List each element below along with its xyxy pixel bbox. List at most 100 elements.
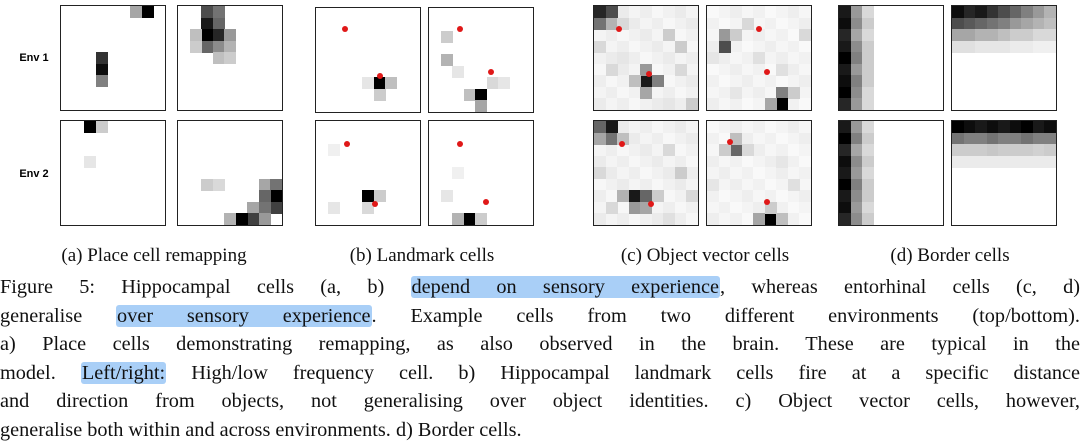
ratemap-cell [850, 155, 863, 168]
ratemap-bg-cell [617, 29, 630, 42]
ratemap-cell [839, 17, 852, 30]
ratemap-cell [975, 17, 988, 30]
ratemap-cell [674, 40, 687, 53]
ratemap-border-env2-top [951, 120, 1057, 226]
ratemap-cell [850, 178, 863, 191]
ratemap-cell [440, 31, 453, 44]
ratemap-bg-cell [787, 167, 800, 180]
object-marker [372, 201, 379, 208]
ratemap-cell [674, 167, 687, 180]
ratemap-bg-cell [730, 40, 743, 53]
ratemap-cell [963, 132, 976, 145]
ratemap-bg-cell [686, 178, 698, 191]
ratemap-cell [839, 155, 852, 168]
ratemap-bg-cell [799, 178, 811, 191]
highlighted-phrase: Left/right: [80, 361, 167, 384]
ratemap-cell [1009, 155, 1022, 168]
ratemap-cell [850, 213, 863, 225]
caption-line: model. Left/right: High/low frequency ce… [0, 359, 1080, 388]
ratemap-cell [373, 88, 386, 101]
ratemap-cell [952, 121, 965, 134]
caption-text: , whereas entorhinal cells (c, d) [720, 276, 1080, 298]
ratemap-bg-cell [674, 98, 687, 110]
ratemap-cell [1021, 155, 1034, 168]
ratemap-bg-cell [617, 75, 630, 88]
ratemap-bg-cell [674, 6, 687, 19]
ratemap-cell [270, 190, 282, 203]
ratemap-bg-cell [605, 213, 618, 225]
ratemap-cell [787, 86, 800, 99]
ratemap-bg-cell [730, 63, 743, 76]
ratemap-bg-cell [764, 121, 777, 134]
ratemap-cell [839, 29, 852, 42]
ratemap-cell [1009, 6, 1022, 19]
ratemap-bg-cell [718, 167, 731, 180]
ratemap-bg-cell [787, 40, 800, 53]
ratemap-bg-cell [764, 155, 777, 168]
caption-line: Figure 5: Hippocampal cells (a, b) depen… [0, 273, 1080, 302]
ratemap-cell [776, 63, 789, 76]
ratemap-bg-cell [628, 98, 641, 110]
ratemap-cell [475, 88, 488, 101]
ratemap-cell [787, 178, 800, 191]
ratemap-cell [385, 77, 398, 90]
ratemap-bg-cell [651, 144, 664, 157]
ratemap-cell [189, 40, 202, 53]
ratemap-bg-cell [617, 6, 630, 19]
ratemap-bg-cell [741, 29, 754, 42]
ratemap-bg-cell [741, 98, 754, 110]
ratemap-bg-cell [764, 75, 777, 88]
ratemap-cell [594, 121, 607, 134]
ratemap-cell [640, 190, 653, 203]
ratemap-bg-cell [605, 155, 618, 168]
ratemap-bg-cell [663, 190, 676, 203]
ratemap-bg-cell [605, 29, 618, 42]
ratemap-cell [373, 190, 386, 203]
ratemap-bg-cell [640, 52, 653, 65]
ratemap-cell [850, 17, 863, 30]
ratemap-bg-cell [651, 29, 664, 42]
ratemap-bg-cell [651, 132, 664, 145]
ratemap-cell [741, 144, 754, 157]
ratemap-cell [686, 190, 698, 203]
ratemap-cell [201, 40, 214, 53]
ratemap-cell [986, 121, 999, 134]
ratemap-cell [730, 132, 743, 145]
ratemap-bg-cell [663, 155, 676, 168]
ratemap-bg-cell [741, 52, 754, 65]
ratemap-cell [850, 75, 863, 88]
ratemap-bg-cell [640, 98, 653, 110]
ratemap-bg-cell [799, 17, 811, 30]
ratemap-bg-cell [594, 86, 607, 99]
ratemap-cell [850, 201, 863, 214]
ratemap-bg-cell [799, 40, 811, 53]
ratemap-bg-cell [640, 132, 653, 145]
ratemap-cell [707, 178, 720, 191]
ratemap-cell [799, 29, 811, 42]
ratemap-bg-cell [640, 144, 653, 157]
ratemap-cell [247, 201, 260, 214]
ratemap-cell [605, 63, 618, 76]
ratemap-cell [986, 132, 999, 145]
ratemap-bg-cell [799, 190, 811, 203]
ratemap-bg-cell [707, 17, 720, 30]
ratemap-bg-cell [617, 167, 630, 180]
ratemap-bg-cell [718, 190, 731, 203]
object-marker [648, 201, 655, 208]
ratemap-bg-cell [741, 132, 754, 145]
subcaption-landmark: (b) Landmark cells [349, 245, 495, 266]
ratemap-cell [862, 178, 875, 191]
ratemap-cell [362, 190, 375, 203]
ratemap-bg-cell [605, 75, 618, 88]
ratemap-cell [95, 63, 108, 76]
ratemap-cell [258, 190, 271, 203]
ratemap-cell [201, 6, 214, 19]
ratemap-bg-cell [741, 75, 754, 88]
ratemap-cell [998, 121, 1011, 134]
ratemap-cell [1021, 144, 1034, 157]
ratemap-cell [201, 178, 214, 191]
ratemap-bg-cell [787, 121, 800, 134]
caption-text: Figure 5: Hippocampal cells (a, b) [0, 276, 411, 298]
ratemap-bg-cell [718, 17, 731, 30]
ratemap-bg-cell [674, 17, 687, 30]
